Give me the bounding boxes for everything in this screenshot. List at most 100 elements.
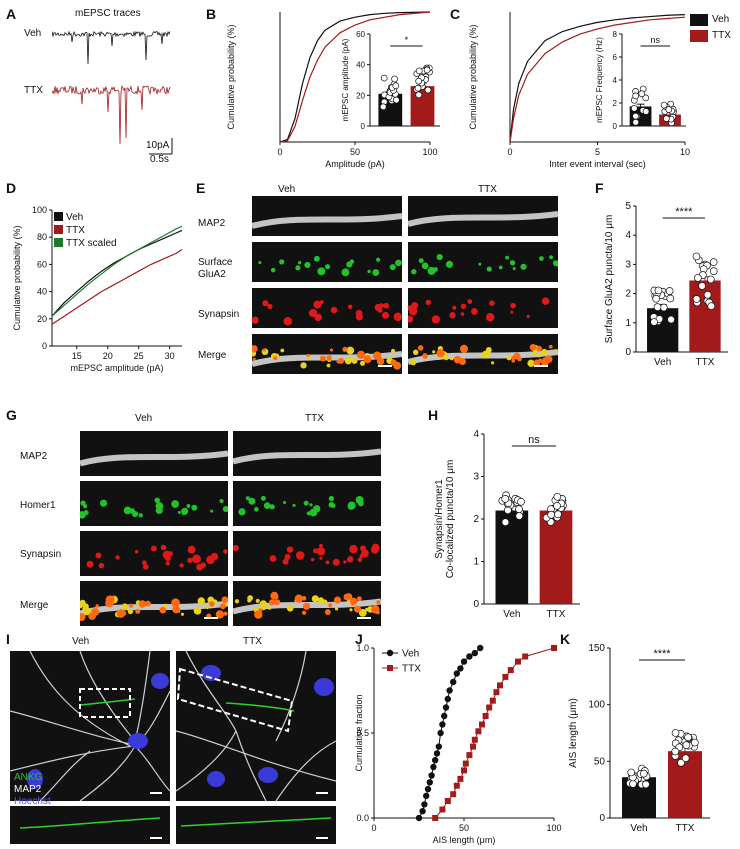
y-tick-label: 80 — [37, 232, 47, 242]
gridE-image-r4c1 — [252, 334, 402, 374]
point-veh — [450, 678, 457, 686]
x-axis-label: mEPSC amplitude (pA) — [70, 363, 163, 373]
data-dot — [380, 74, 388, 82]
bar-y-tick-label: 2 — [473, 514, 479, 525]
gridG-image-r4c1 — [80, 581, 228, 626]
y-tick-label: 1.0 — [356, 643, 369, 653]
data-dot — [692, 295, 701, 303]
legend-d-swatch — [54, 225, 63, 234]
g-row-merge: Merge — [20, 600, 49, 611]
x-tick-label: 100 — [422, 147, 437, 157]
legend-j-label: Veh — [402, 649, 419, 660]
scale-y-label: 10pA — [146, 140, 170, 151]
bar-y-tick-label: 6 — [613, 53, 618, 62]
traces-title: mEPSC traces — [75, 8, 141, 19]
point-veh — [441, 712, 448, 720]
point-ttx — [457, 775, 464, 782]
data-dot — [515, 512, 524, 520]
gridE-image-r4c2 — [408, 334, 558, 374]
bar-category-label: TTX — [676, 823, 695, 834]
panel-label-a: A — [6, 6, 17, 22]
point-veh — [430, 763, 437, 771]
point-veh — [435, 743, 442, 750]
g-col-ttx: TTX — [305, 413, 324, 424]
y-axis-label: Cumulative fraction — [354, 694, 364, 771]
bar-ttx — [410, 86, 435, 126]
data-dot — [392, 82, 400, 90]
data-dot — [690, 738, 699, 747]
bar-category-label: TTX — [547, 609, 566, 620]
point-veh — [453, 670, 460, 677]
data-dot — [667, 315, 675, 324]
data-dot — [630, 104, 638, 112]
chart-c: 0 5 10 Inter event interval (sec) Cumulative… — [468, 12, 690, 169]
point-ttx — [471, 736, 478, 743]
point-ttx — [502, 673, 509, 680]
data-dot — [681, 754, 690, 763]
data-dot — [650, 318, 658, 326]
y-tick-label: 0 — [42, 341, 47, 351]
data-dot — [698, 282, 706, 290]
data-dot — [379, 103, 387, 111]
g-row-synapsin: Synapsin — [20, 549, 62, 560]
chart-f: 0 1 2 3 4 5 Surface GluA2 puncta/10 μm Veh TTX **… — [604, 201, 728, 368]
bar-y-tick-label: 1 — [625, 318, 631, 329]
data-dot — [677, 758, 685, 767]
i-image-ttx — [176, 651, 336, 801]
point-veh — [419, 808, 426, 815]
data-dot — [660, 101, 668, 109]
bar-category-label: Veh — [630, 823, 647, 834]
data-dot — [632, 118, 640, 126]
x-tick-label: 50 — [350, 147, 360, 157]
bar-y-tick-label: 60 — [356, 30, 365, 39]
data-dot — [501, 495, 510, 503]
chart-h: 0 1 2 3 4 Synapsin/Homer1 Co-localized puncta/… — [434, 429, 580, 620]
legend-d-label: Veh — [66, 212, 83, 223]
bar-y-axis-label: Synapsin/Homer1 — [434, 479, 445, 559]
chart-d: 15 20 25 30 0 20 40 60 80 100 mEPSC amplitude (pA)… — [12, 205, 183, 373]
chart-b: 0 50 100 Amplitude (pA) Cumulative probabili… — [226, 11, 440, 169]
e-row-map2: MAP2 — [198, 218, 226, 229]
point-ttx — [479, 721, 485, 728]
point-veh — [446, 687, 453, 694]
x-tick-label: 0 — [371, 823, 376, 833]
x-tick-label: 25 — [134, 351, 144, 361]
data-dot — [423, 66, 431, 74]
data-dot — [642, 94, 650, 102]
data-dot — [642, 108, 650, 115]
y-axis-label: Cumulative probability (%) — [12, 225, 22, 330]
x-tick-label: 0 — [507, 147, 512, 157]
data-dot — [632, 112, 639, 120]
trace-label-veh: Veh — [24, 28, 42, 39]
bar-y-tick-label: 4 — [613, 76, 618, 85]
data-dot — [653, 303, 662, 311]
scale-x-label: 0.5s — [150, 154, 169, 165]
data-dot — [639, 769, 648, 778]
i-col-ttx: TTX — [243, 636, 262, 647]
trace-plot — [52, 30, 173, 155]
gridE-image-r2c1 — [252, 242, 402, 282]
legend-ttx-swatch — [690, 30, 708, 42]
legend-veh-label: Veh — [712, 14, 730, 25]
point-veh — [471, 649, 478, 657]
y-axis-label: Cumulative probability (%) — [226, 24, 236, 129]
data-dot — [515, 505, 523, 513]
point-ttx — [522, 653, 529, 660]
data-dot — [632, 92, 640, 100]
bar-y-tick-label: 50 — [594, 756, 606, 767]
point-veh — [421, 801, 428, 808]
bar-category-label: TTX — [696, 357, 715, 368]
panel-label-j: J — [355, 631, 363, 647]
significance-label: **** — [675, 206, 693, 218]
bar-ttx — [539, 510, 573, 604]
data-dot — [504, 506, 512, 515]
x-tick-label: 50 — [459, 823, 469, 833]
i-legend-hoechst: Hoechst — [14, 796, 51, 807]
significance-label: ns — [651, 35, 661, 45]
x-tick-label: 10 — [680, 147, 690, 157]
gridE-image-r2c2 — [408, 242, 558, 282]
series-veh — [279, 11, 431, 143]
data-dot — [642, 780, 650, 789]
x-tick-label: 100 — [546, 823, 561, 833]
bar-y-tick-label: 3 — [473, 472, 479, 483]
